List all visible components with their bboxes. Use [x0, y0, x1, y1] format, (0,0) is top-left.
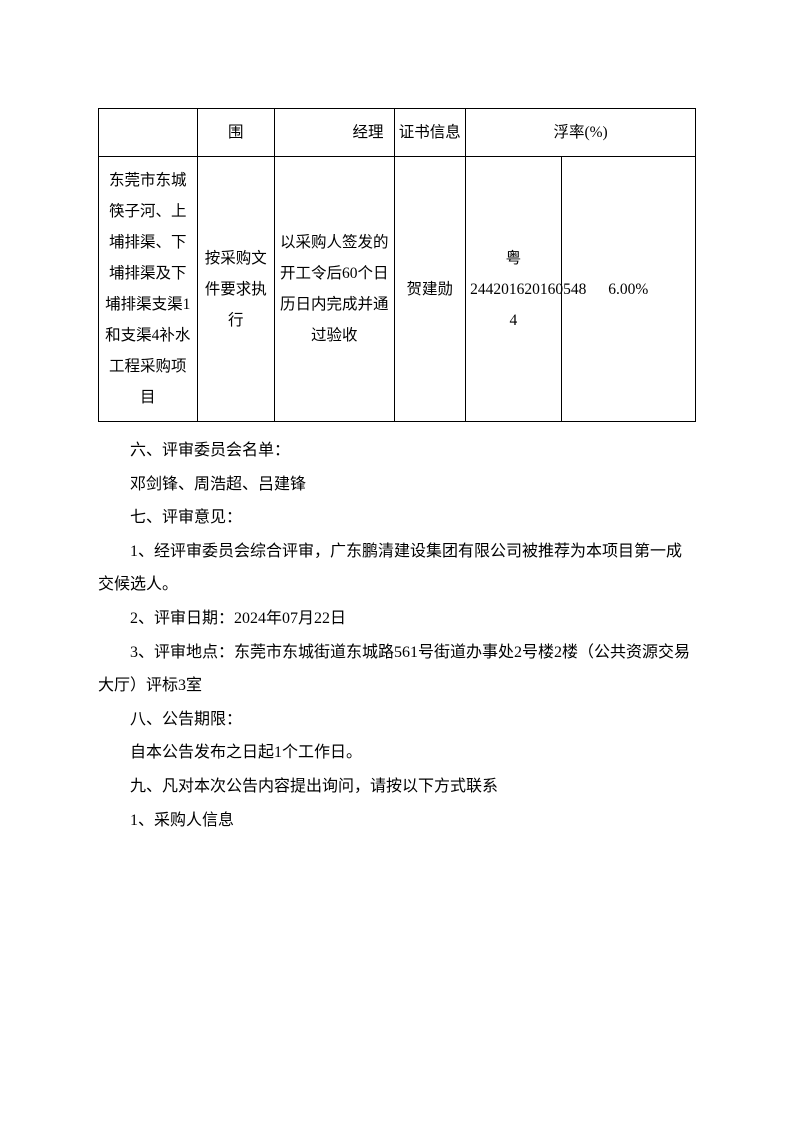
- para-8-title: 八、公告期限：: [98, 703, 696, 737]
- header-cell-3: 经理: [275, 109, 394, 157]
- header-cell-5: 浮率(%): [466, 109, 696, 157]
- cell-manager-desc: 以采购人签发的开工令后60个日历日内完成并通过验收: [275, 157, 394, 422]
- header-cell-4: 证书信息: [394, 109, 466, 157]
- body-text: 六、评审委员会名单： 邓剑锋、周浩超、吕建锋 七、评审意见： 1、经评审委员会综…: [98, 434, 696, 837]
- para-6-names: 邓剑锋、周浩超、吕建锋: [98, 468, 696, 502]
- para-9-title: 九、凡对本次公告内容提出询问，请按以下方式联系: [98, 770, 696, 804]
- cell-cert: 粤244201620160548 4: [466, 157, 562, 422]
- para-6-title: 六、评审委员会名单：: [98, 434, 696, 468]
- table-row: 东莞市东城筷子河、上埔排渠、下埔排渠及下埔排渠支渠1和支渠4补水工程采购项目 按…: [99, 157, 696, 422]
- cell-scope: 按采购文件要求执行: [197, 157, 275, 422]
- para-9-item1: 1、采购人信息: [98, 804, 696, 838]
- table-header-row: 围 经理 证书信息 浮率(%): [99, 109, 696, 157]
- cell-manager-name: 贺建勋: [394, 157, 466, 422]
- cell-project: 东莞市东城筷子河、上埔排渠、下埔排渠及下埔排渠支渠1和支渠4补水工程采购项目: [99, 157, 198, 422]
- para-7-item3: 3、评审地点：东莞市东城街道东城路561号街道办事处2号楼2楼（公共资源交易大厅…: [98, 636, 696, 703]
- para-7-item2: 2、评审日期：2024年07月22日: [98, 602, 696, 636]
- para-8-body: 自本公告发布之日起1个工作日。: [98, 736, 696, 770]
- para-7-item1: 1、经评审委员会综合评审，广东鹏清建设集团有限公司被推荐为本项目第一成交候选人。: [98, 535, 696, 602]
- data-table: 围 经理 证书信息 浮率(%) 东莞市东城筷子河、上埔排渠、下埔排渠及下埔排渠支…: [98, 108, 696, 422]
- header-cell-2: 围: [197, 109, 275, 157]
- para-7-title: 七、评审意见：: [98, 501, 696, 535]
- header-cell-1: [99, 109, 198, 157]
